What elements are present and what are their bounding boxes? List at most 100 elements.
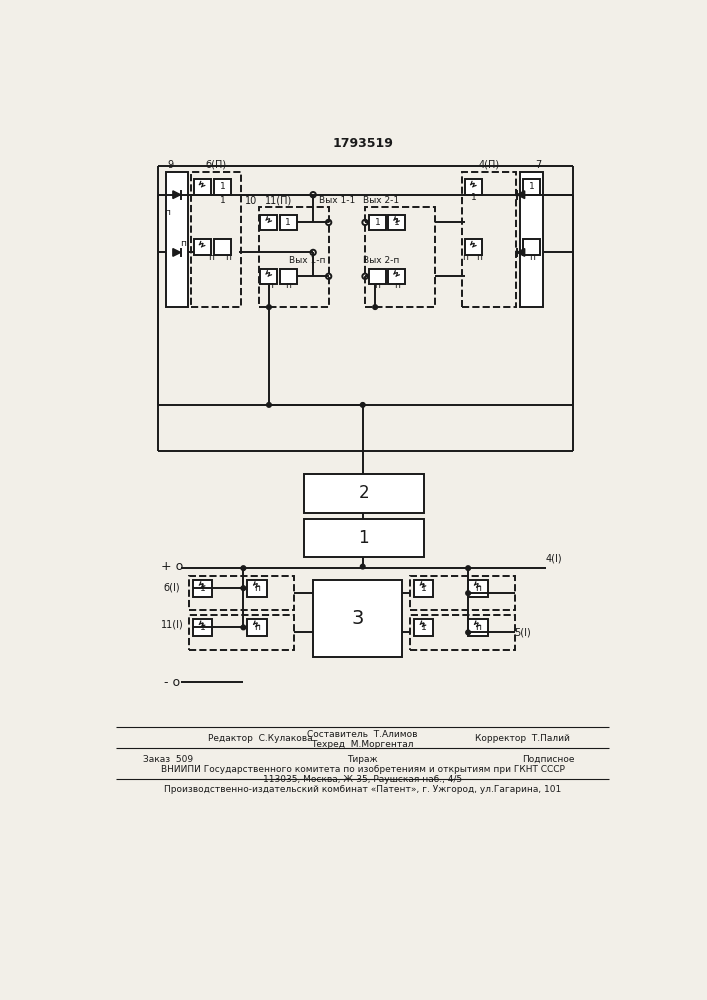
Text: 2: 2 [358,484,369,502]
Text: 1: 1 [358,529,369,547]
Text: п: п [208,253,214,262]
Text: 1: 1 [286,218,291,227]
Circle shape [466,566,470,570]
Text: Подписное: Подписное [522,755,575,764]
Circle shape [241,586,246,590]
Text: - o: - o [164,676,180,689]
Text: Производственно-издательский комбинат «Патент», г. Ужгород, ул.Гагарина, 101: Производственно-издательский комбинат «П… [164,785,561,794]
Text: 1: 1 [421,584,426,593]
Text: + o: + o [161,560,183,573]
Bar [193,619,212,636]
Text: Корректор  Т.Палий: Корректор Т.Палий [475,734,570,743]
Circle shape [241,566,246,570]
Text: Вых 2-п: Вых 2-п [363,256,399,265]
Circle shape [267,403,271,407]
Text: Заказ  509: Заказ 509 [143,755,193,764]
Text: б(I): б(I) [164,582,180,592]
Text: Вых 1-п: Вых 1-п [289,256,326,265]
Text: п: п [462,253,468,262]
Text: п: п [394,281,400,290]
Text: Вых 2-1: Вых 2-1 [363,196,399,205]
Bar [259,207,329,307]
Text: 1: 1 [220,196,226,205]
Text: п: п [254,623,260,632]
Text: 1: 1 [200,623,206,632]
Bar [465,179,482,195]
Text: 1: 1 [471,193,477,202]
Bar [194,239,211,255]
Text: 7: 7 [534,160,541,170]
Text: Вых 1-1: Вых 1-1 [320,196,356,205]
Polygon shape [173,249,180,256]
Text: 4(П): 4(П) [479,160,500,170]
Text: п: п [180,239,186,248]
Circle shape [466,591,470,595]
Bar [194,179,211,195]
Text: 1: 1 [375,218,380,227]
Bar [189,576,293,610]
Text: Составитель  Т.Алимов: Составитель Т.Алимов [308,730,418,739]
Text: Техред  М.Моргентал: Техред М.Моргентал [312,740,414,749]
Text: 1: 1 [220,182,226,191]
Bar [468,619,488,636]
Circle shape [466,630,470,635]
Bar [465,239,482,255]
Circle shape [373,305,378,309]
Bar [410,615,515,650]
Bar [280,269,297,284]
Text: п: п [476,253,482,262]
Text: 1: 1 [200,584,206,593]
Text: 11(П): 11(П) [264,196,292,206]
Text: 1: 1 [529,182,534,191]
Bar [247,580,267,597]
Text: 1793519: 1793519 [332,137,393,150]
Text: 9: 9 [168,160,174,170]
Polygon shape [173,191,180,199]
Text: п: п [254,584,260,593]
Text: 3: 3 [351,609,364,628]
Text: б(П): б(П) [205,160,226,170]
Bar [523,239,540,255]
Text: п: п [225,253,231,262]
Circle shape [361,403,365,407]
Bar [193,580,212,597]
Bar [260,269,277,284]
Bar [260,215,277,230]
Bar [166,172,187,307]
Text: п: п [286,281,291,290]
Bar [365,207,435,307]
Bar [304,519,424,557]
Text: Тираж: Тираж [347,755,378,764]
Text: 1: 1 [394,218,399,227]
Bar [369,215,386,230]
Bar [313,580,402,657]
Text: 4(I): 4(I) [545,554,561,564]
Bar [388,215,405,230]
Bar [191,172,241,307]
Bar [280,215,297,230]
Text: п: п [375,281,380,290]
Bar [369,269,386,284]
Bar [414,580,433,597]
Bar [214,179,231,195]
Text: п: п [267,281,273,290]
Bar [468,580,488,597]
Text: п: п [475,584,481,593]
Circle shape [267,305,271,309]
Bar [189,615,293,650]
Text: 11(I): 11(I) [160,619,183,629]
Circle shape [241,625,246,630]
Text: ВНИИПИ Государственного комитета по изобретениям и открытиям при ГКНТ СССР: ВНИИПИ Государственного комитета по изоб… [160,765,565,774]
Bar [523,179,540,195]
Bar [388,269,405,284]
Polygon shape [517,191,525,199]
Bar [410,576,515,610]
Bar [520,172,543,307]
Text: 113035, Москва, Ж-35, Раушская наб., 4/5: 113035, Москва, Ж-35, Раушская наб., 4/5 [263,775,462,784]
Bar [214,239,231,255]
Bar [414,619,433,636]
Text: п: п [529,253,534,262]
Polygon shape [517,249,525,256]
Text: 5(I): 5(I) [514,627,531,637]
Text: п: п [165,208,170,217]
